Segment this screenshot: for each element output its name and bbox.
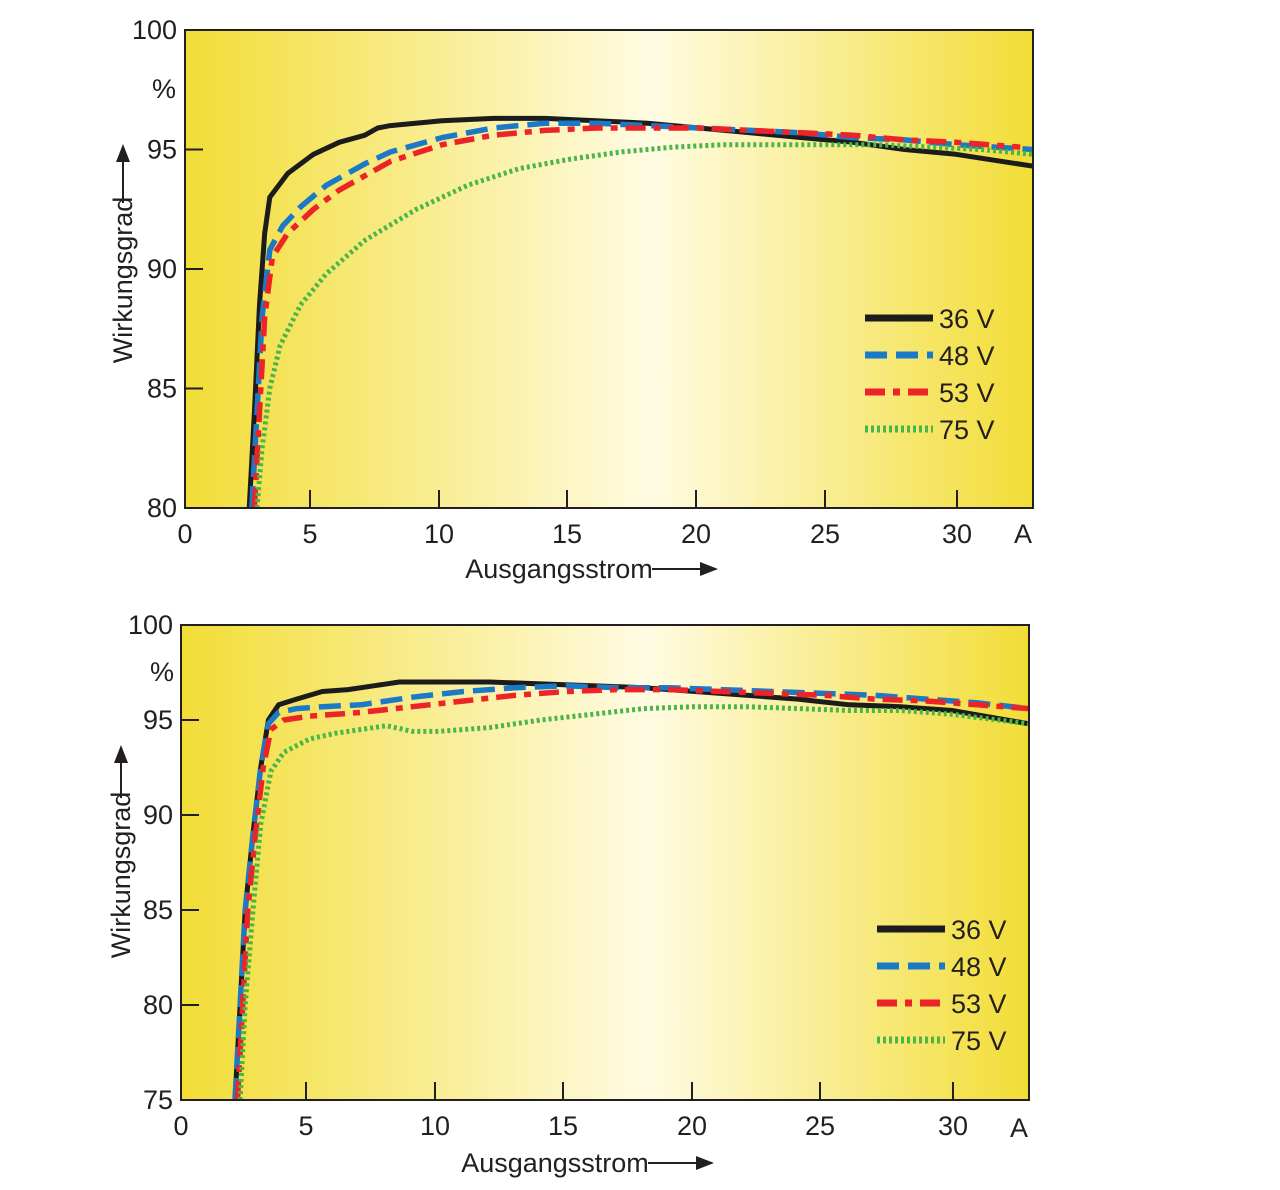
- x-tick-label: 15: [548, 1111, 578, 1141]
- plot-frame: [180, 624, 1030, 1101]
- x-tick-label: 30: [938, 1111, 968, 1141]
- legend-label-53v: 53 V: [951, 989, 1007, 1019]
- series-lines-bottom: [232, 679, 1029, 1100]
- plot-area-top: [185, 30, 1033, 508]
- ticks-bottom: 0 5 10 15 20 25 30 75 80 85 90 95 100: [128, 610, 968, 1141]
- series-line-48v: [249, 120, 1033, 508]
- series-line-53v: [251, 125, 1021, 508]
- series-line-75v: [237, 704, 1029, 1100]
- y-tick-label: 100: [132, 15, 177, 45]
- efficiency-chart-top: 0 5 10 15 20 25 30 80 85 90 95 100 % A Wirkungsgrad…: [108, 15, 1034, 584]
- x-tick-label: 20: [677, 1111, 707, 1141]
- x-axis-title-text-top: Ausgangsstrom: [465, 554, 653, 584]
- x-axis-arrow-head-top: [700, 562, 718, 576]
- x-tick-label: 5: [298, 1111, 313, 1141]
- x-tick-label: 0: [173, 1111, 188, 1141]
- ticks-top: 0 5 10 15 20 25 30 80 85 90 95 100: [132, 15, 972, 549]
- x-axis-title-text-bottom: Ausgangsstrom: [461, 1148, 649, 1178]
- y-tick-label: 100: [128, 610, 173, 640]
- y-axis-arrow-head-top: [116, 144, 130, 162]
- y-axis-title-text-bottom: Wirkungsgrad: [106, 792, 136, 959]
- y-unit-label-bottom: %: [150, 657, 174, 687]
- y-tick-label: 85: [143, 895, 173, 925]
- y-axis-title-text-top: Wirkungsgrad: [108, 197, 138, 364]
- y-tick-label: 80: [143, 990, 173, 1020]
- x-tick-label: 15: [552, 519, 582, 549]
- y-tick-label: 95: [147, 135, 177, 165]
- x-tick-label: 10: [424, 519, 454, 549]
- x-tick-label: 10: [420, 1111, 450, 1141]
- legend-label-36v: 36 V: [939, 304, 995, 334]
- y-tick-label: 90: [143, 800, 173, 830]
- y-tick-label: 80: [147, 493, 177, 523]
- efficiency-chart-bottom: 0 5 10 15 20 25 30 75 80 85 90 95 100 % A Wirkungsgr…: [106, 610, 1030, 1178]
- y-unit-label-top: %: [152, 74, 176, 104]
- legend-label-75v: 75 V: [951, 1026, 1007, 1056]
- x-tick-label: 30: [942, 519, 972, 549]
- x-axis-title-top: Ausgangsstrom: [465, 554, 718, 584]
- y-tick-label: 85: [147, 374, 177, 404]
- y-axis-title-bottom: Wirkungsgrad: [106, 745, 136, 958]
- x-tick-label: 25: [805, 1111, 835, 1141]
- series-line-53v: [234, 686, 1029, 1100]
- x-tick-label: 5: [302, 519, 317, 549]
- x-tick-label: 20: [681, 519, 711, 549]
- series-line-36v: [246, 115, 1033, 508]
- legend-label-53v: 53 V: [939, 378, 995, 408]
- y-axis-arrow-head-bottom: [114, 745, 128, 763]
- y-tick-label: 95: [143, 705, 173, 735]
- legend-bottom: 36 V 48 V 53 V 75 V: [877, 915, 1007, 1056]
- x-unit-label-bottom: A: [1010, 1113, 1028, 1143]
- legend-top: 36 V 48 V 53 V 75 V: [865, 304, 995, 445]
- x-unit-label-top: A: [1014, 519, 1032, 549]
- y-axis-title-top: Wirkungsgrad: [108, 144, 138, 363]
- series-lines-top: [246, 115, 1033, 508]
- x-axis-title-bottom: Ausgangsstrom: [461, 1148, 714, 1178]
- axes-bottom: [180, 624, 1030, 1101]
- y-tick-label: 90: [147, 254, 177, 284]
- legend-label-75v: 75 V: [939, 415, 995, 445]
- legend-label-48v: 48 V: [939, 341, 995, 371]
- x-axis-arrow-head-bottom: [696, 1156, 714, 1170]
- legend-label-36v: 36 V: [951, 915, 1007, 945]
- legend-label-48v: 48 V: [951, 952, 1007, 982]
- x-tick-label: 0: [177, 519, 192, 549]
- series-line-75v: [254, 142, 1033, 508]
- x-tick-label: 25: [810, 519, 840, 549]
- y-tick-label: 75: [143, 1085, 173, 1115]
